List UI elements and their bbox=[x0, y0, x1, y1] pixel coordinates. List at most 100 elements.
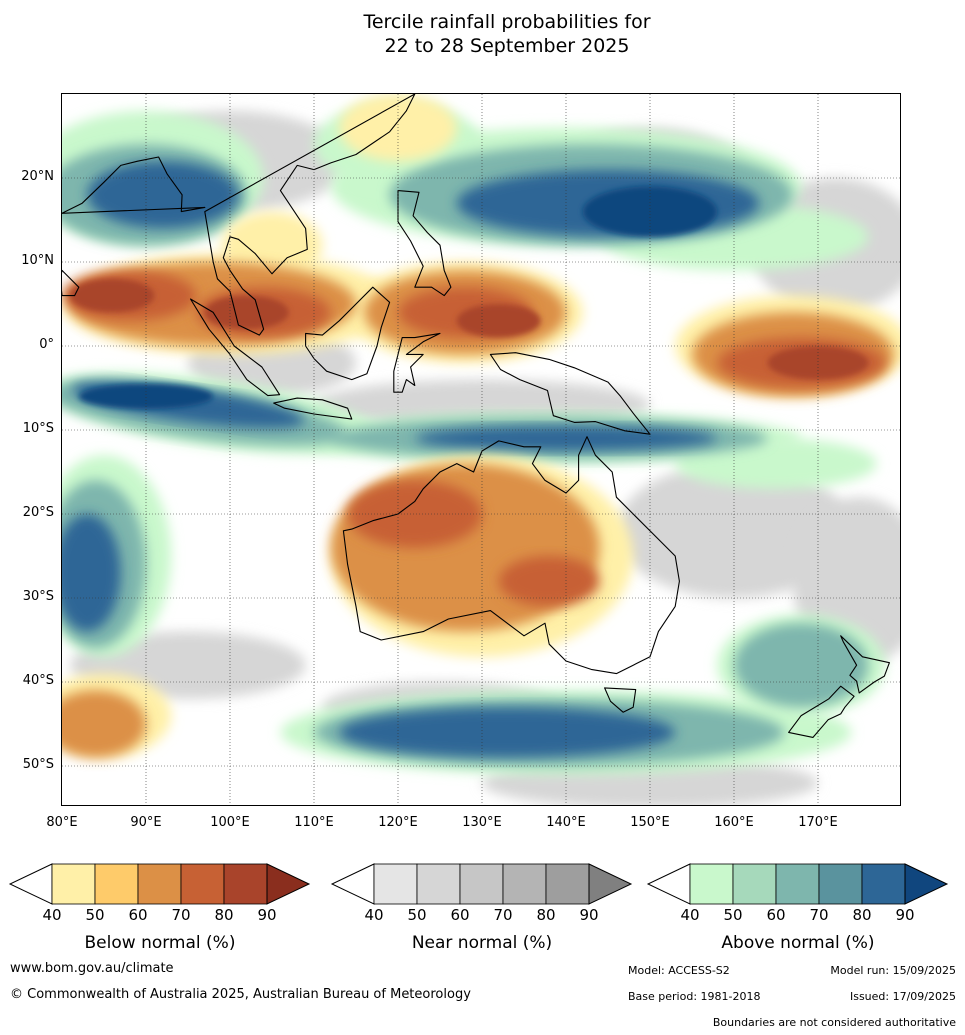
lat-label-30s: 30°S bbox=[22, 589, 54, 604]
lon-label-130e: 130°E bbox=[462, 815, 502, 830]
map-title-line2: 22 to 28 September 2025 bbox=[384, 35, 630, 57]
cbar-below-swatch bbox=[94, 863, 139, 905]
lat-label-50s: 50°S bbox=[22, 757, 54, 772]
cbar-near-tick: 40 bbox=[364, 906, 384, 924]
cbar-above-tick: 50 bbox=[723, 906, 743, 924]
cbar-above-swatch bbox=[689, 863, 734, 905]
cbar-above-extend-high bbox=[904, 863, 949, 905]
above-normal-area bbox=[339, 707, 676, 758]
map-title-line1: Tercile rainfall probabilities for bbox=[363, 11, 651, 33]
lon-label-90e: 90°E bbox=[130, 815, 162, 830]
lon-label-150e: 150°E bbox=[630, 815, 670, 830]
java-coastline bbox=[273, 397, 353, 420]
colorbar-above-normal bbox=[646, 863, 949, 905]
above-normal-area bbox=[414, 425, 718, 451]
cbar-above-tick: 80 bbox=[852, 906, 872, 924]
below-normal-area bbox=[62, 690, 146, 758]
lat-label-20s: 20°S bbox=[22, 505, 54, 520]
lat-label-10n: 10°N bbox=[21, 253, 54, 268]
cbar-above-tick: 70 bbox=[809, 906, 829, 924]
cbar-below-extend-low bbox=[8, 863, 53, 905]
cbar-below-title: Below normal (%) bbox=[84, 933, 236, 953]
lon-label-170e: 170°E bbox=[798, 815, 838, 830]
graticule bbox=[62, 94, 900, 805]
cbar-near-swatch bbox=[459, 863, 504, 905]
cbar-above-swatch bbox=[861, 863, 906, 905]
cbar-below-tick: 40 bbox=[42, 906, 62, 924]
cbar-near-swatch bbox=[545, 863, 590, 905]
cbar-near-tick: 90 bbox=[579, 906, 599, 924]
cbar-below-swatch bbox=[137, 863, 182, 905]
cbar-near-tick: 60 bbox=[450, 906, 470, 924]
cbar-below-swatch bbox=[51, 863, 96, 905]
cbar-above-swatch bbox=[732, 863, 777, 905]
sri-lanka-coastline bbox=[62, 269, 80, 297]
issued-date: Issued: 17/09/2025 bbox=[849, 990, 956, 1003]
below-normal-area bbox=[221, 211, 323, 279]
colorbar-near-normal bbox=[330, 863, 633, 905]
cbar-above-swatch bbox=[818, 863, 863, 905]
lon-label-100e: 100°E bbox=[210, 815, 250, 830]
model-run-date: Model run: 15/09/2025 bbox=[830, 964, 956, 977]
mainland-se-asia-coastline bbox=[204, 94, 416, 336]
new-guinea-coastline bbox=[489, 352, 651, 435]
lon-label-120e: 120°E bbox=[378, 815, 418, 830]
map-canvas bbox=[62, 94, 900, 805]
model-name: Model: ACCESS-S2 bbox=[628, 964, 730, 977]
cbar-below-tick: 80 bbox=[214, 906, 234, 924]
cbar-near-tick: 80 bbox=[536, 906, 556, 924]
tasmania-coastline bbox=[604, 687, 637, 713]
cbar-below-tick: 90 bbox=[257, 906, 277, 924]
lon-label-110e: 110°E bbox=[294, 815, 334, 830]
boundary-disclaimer: Boundaries are not considered authoritat… bbox=[712, 1016, 956, 1029]
cbar-below-tick: 70 bbox=[171, 906, 191, 924]
borneo-coastline bbox=[305, 286, 391, 381]
cbar-near-extend-low bbox=[330, 863, 375, 905]
below-normal-area bbox=[767, 346, 869, 380]
sumatra-coastline bbox=[189, 298, 281, 397]
cbar-near-title: Near normal (%) bbox=[411, 933, 553, 953]
sulawesi-coastline bbox=[393, 332, 441, 393]
rainfall-probability-map bbox=[61, 93, 901, 806]
lat-label-10s: 10°S bbox=[22, 421, 54, 436]
australia-coastline bbox=[342, 436, 680, 675]
cbar-above-swatch bbox=[775, 863, 820, 905]
above-normal-area bbox=[675, 438, 877, 489]
below-normal-area bbox=[204, 295, 289, 330]
colorbar-below-normal bbox=[8, 863, 311, 905]
coastline bbox=[62, 94, 890, 738]
website-link[interactable]: www.bom.gov.au/climate bbox=[10, 961, 174, 976]
cbar-above-tick: 60 bbox=[766, 906, 786, 924]
cbar-below-swatch bbox=[180, 863, 225, 905]
cbar-above-tick: 90 bbox=[895, 906, 915, 924]
lat-label-20n: 20°N bbox=[21, 169, 54, 184]
cbar-near-tick: 70 bbox=[493, 906, 513, 924]
cbar-below-swatch bbox=[223, 863, 268, 905]
cbar-near-extend-high bbox=[588, 863, 633, 905]
base-period: Base period: 1981-2018 bbox=[628, 990, 761, 1003]
probability-field bbox=[62, 94, 900, 805]
near-normal-area bbox=[616, 463, 852, 598]
cbar-above-extend-low bbox=[646, 863, 691, 905]
nz-south-island-coastline bbox=[788, 685, 855, 738]
lon-label-160e: 160°E bbox=[714, 815, 754, 830]
below-normal-area bbox=[70, 278, 155, 313]
lat-label-40s: 40°S bbox=[22, 673, 54, 688]
below-normal-area bbox=[347, 480, 482, 548]
cbar-below-tick: 50 bbox=[85, 906, 105, 924]
cbar-above-tick: 40 bbox=[680, 906, 700, 924]
copyright-text: © Commonwealth of Australia 2025, Austra… bbox=[10, 987, 471, 1002]
above-normal-area bbox=[78, 383, 214, 409]
lon-label-140e: 140°E bbox=[546, 815, 586, 830]
lat-label-0: 0° bbox=[39, 337, 54, 352]
cbar-near-swatch bbox=[416, 863, 461, 905]
cbar-above-title: Above normal (%) bbox=[721, 933, 875, 953]
cbar-near-tick: 50 bbox=[407, 906, 427, 924]
lon-label-80e: 80°E bbox=[46, 815, 78, 830]
cbar-below-extend-high bbox=[266, 863, 311, 905]
cbar-near-swatch bbox=[502, 863, 547, 905]
philippines-coastline bbox=[397, 190, 452, 297]
nz-north-island-coastline bbox=[840, 635, 890, 694]
below-normal-area bbox=[456, 304, 541, 338]
